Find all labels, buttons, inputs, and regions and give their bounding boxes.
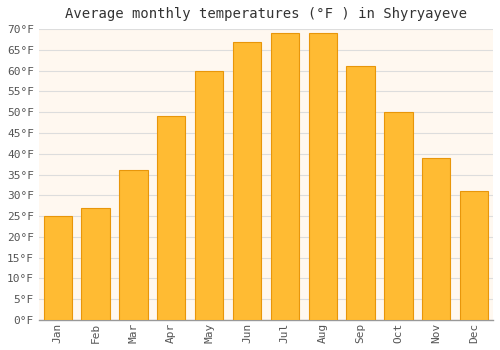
Bar: [460, 191, 488, 320]
Bar: [195, 71, 224, 320]
Bar: [384, 112, 412, 320]
Bar: [308, 33, 337, 320]
Title: Average monthly temperatures (°F ) in Shyryayeve: Average monthly temperatures (°F ) in Sh…: [65, 7, 467, 21]
Bar: [157, 116, 186, 320]
Bar: [119, 170, 148, 320]
Bar: [44, 216, 72, 320]
Bar: [82, 208, 110, 320]
Bar: [270, 33, 299, 320]
Bar: [346, 66, 375, 320]
Bar: [422, 158, 450, 320]
Bar: [233, 42, 261, 320]
